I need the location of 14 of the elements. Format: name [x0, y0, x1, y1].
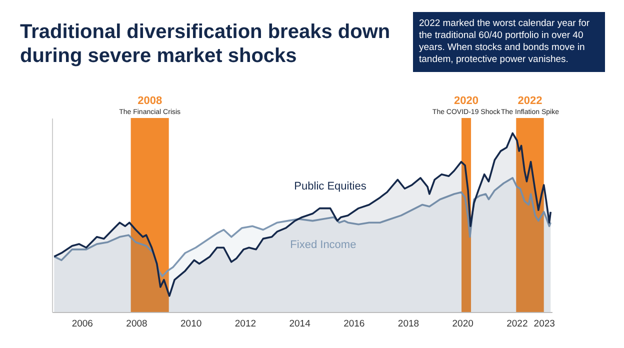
series-label: Fixed Income [290, 239, 356, 252]
x-tick-label: 2010 [180, 318, 202, 330]
x-tick-label: 2014 [289, 318, 310, 330]
x-tick-label: 2016 [344, 318, 365, 330]
series-label: Public Equities [294, 180, 367, 192]
x-tick-label: 2018 [398, 318, 420, 330]
text: 2022 marked the worst calendar year for the traditional 60/40 portfolio in over 40 years. When stocks and bonds move in tandem, protective power vanishes. [413, 12, 605, 72]
chart-title: Traditional diversification breaks down during severe market shocks [20, 20, 392, 68]
x-tick-label: 2023 [534, 318, 555, 330]
x-tick-label: 2022 [506, 318, 528, 330]
x-tick-label: 2008 [126, 318, 148, 330]
x-tick-label: 2012 [234, 318, 256, 330]
x-tick-label: 2006 [72, 318, 93, 330]
x-tick-label: 2020 [452, 318, 474, 330]
